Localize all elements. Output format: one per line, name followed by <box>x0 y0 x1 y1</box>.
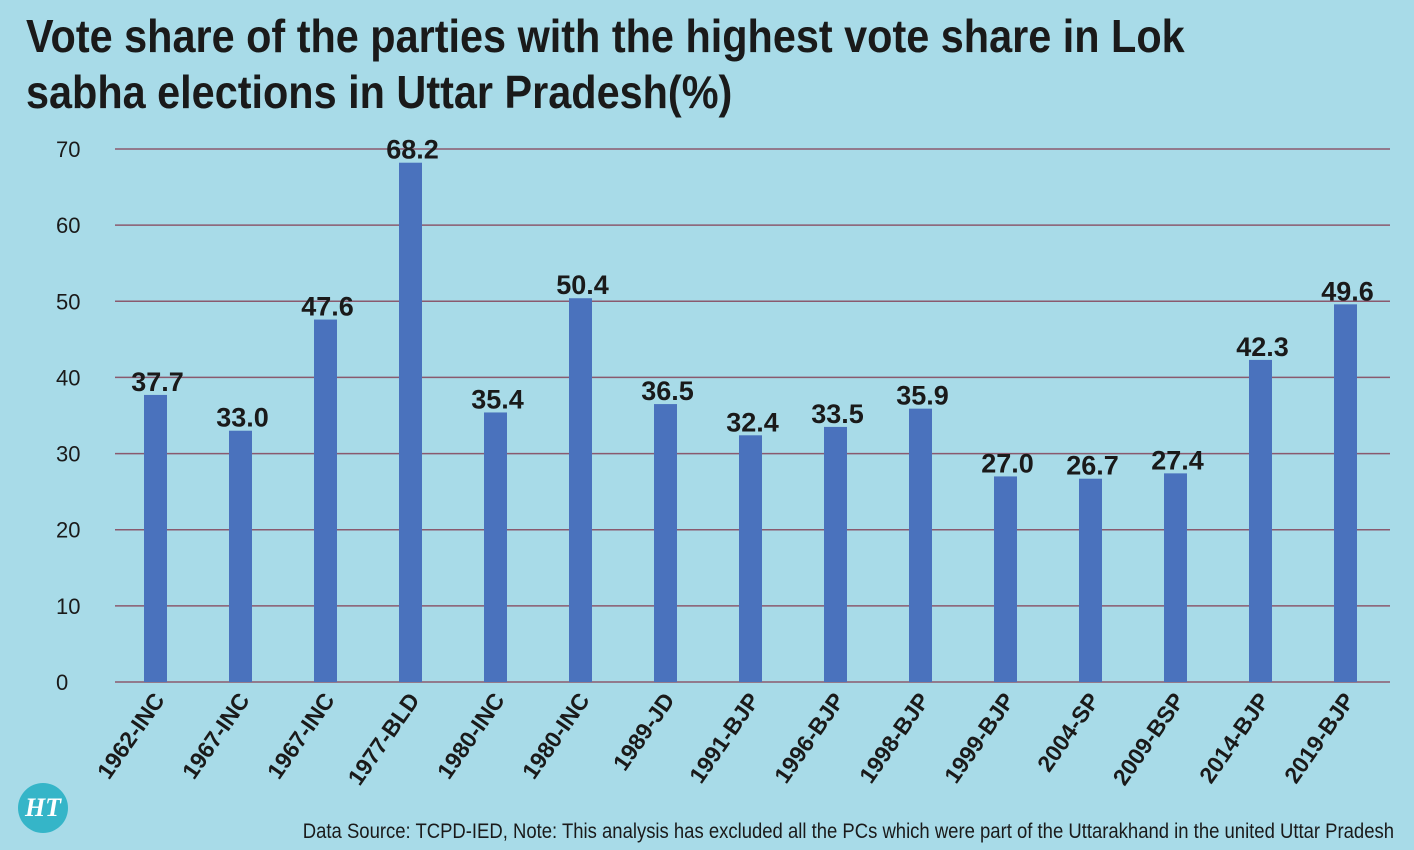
data-label: 33.5 <box>811 399 864 429</box>
bar-1962-INC <box>144 394 167 682</box>
data-label: 32.4 <box>726 407 779 437</box>
bar-1991-BJP <box>739 435 762 682</box>
data-labels: 37.7 33.0 47.6 68.2 35.4 50.4 36.5 32.4 33.5 35.9… <box>131 135 1374 481</box>
x-tick-label: 1991-BJP <box>684 688 765 788</box>
x-tick-label: 1980-INC <box>432 688 510 784</box>
y-tick-label: 50 <box>56 289 80 314</box>
x-tick-label: 1998-BJP <box>854 688 935 788</box>
y-tick-label: 0 <box>56 670 68 695</box>
bar-1967-INC <box>229 430 252 682</box>
data-label: 35.9 <box>896 381 949 411</box>
x-tick-label: 1996-BJP <box>769 688 850 788</box>
x-tick-label: 1967-INC <box>177 688 255 784</box>
bar-2019-BJP <box>1334 304 1357 682</box>
y-tick-label: 70 <box>56 137 80 162</box>
x-tick-label: 1977-BLD <box>342 688 424 790</box>
x-tick-label: 2014-BJP <box>1194 688 1275 788</box>
x-tick-label: 2009-BSP <box>1107 688 1189 790</box>
ht-logo: HT <box>18 783 68 833</box>
data-label: 50.4 <box>556 270 609 300</box>
source-note: Data Source: TCPD-IED, Note: This analys… <box>302 820 1394 843</box>
data-label: 49.6 <box>1321 276 1374 306</box>
x-tick-label: 2004-SP <box>1032 688 1105 776</box>
y-axis-ticks: 0 10 20 30 40 50 60 70 <box>56 137 80 695</box>
x-axis-ticks: 1962-INC 1967-INC 1967-INC 1977-BLD 1980-INC… <box>92 688 1360 790</box>
bar-2009-BSP <box>1164 473 1187 682</box>
bar-1967-INC <box>314 319 337 682</box>
x-tick-label: 1989-JD <box>608 688 680 775</box>
x-tick-label: 1980-INC <box>517 688 595 784</box>
y-tick-label: 10 <box>56 594 80 619</box>
bar-1999-BJP <box>994 476 1017 682</box>
bar-1989-JD <box>654 404 677 682</box>
x-tick-label: 1999-BJP <box>939 688 1020 788</box>
bar-1980-INC <box>484 412 507 682</box>
bar-1998-BJP <box>909 408 932 682</box>
y-tick-label: 30 <box>56 442 80 467</box>
data-label: 37.7 <box>131 367 184 397</box>
bar-1996-BJP <box>824 426 847 682</box>
bar-1977-BLD <box>399 162 422 683</box>
y-tick-label: 40 <box>56 365 80 390</box>
x-tick-label: 1967-INC <box>262 688 340 784</box>
y-tick-label: 60 <box>56 213 80 238</box>
data-label: 36.5 <box>641 376 694 406</box>
y-tick-label: 20 <box>56 518 80 543</box>
bar-1980-INC <box>569 298 592 682</box>
x-tick-label: 1962-INC <box>92 688 170 784</box>
data-label: 27.4 <box>1151 445 1204 475</box>
chart-title: Vote share of the parties with the highe… <box>26 10 1185 118</box>
bar-2004-SP <box>1079 478 1102 682</box>
bar-2014-BJP <box>1249 359 1272 682</box>
data-label: 47.6 <box>301 292 354 322</box>
data-label: 27.0 <box>981 448 1034 478</box>
data-label: 33.0 <box>216 403 269 433</box>
data-label: 42.3 <box>1236 332 1289 362</box>
data-label: 68.2 <box>386 135 439 165</box>
data-label: 35.4 <box>471 384 524 414</box>
bars <box>144 162 1357 683</box>
x-tick-label: 2019-BJP <box>1279 688 1360 788</box>
data-label: 26.7 <box>1066 451 1119 481</box>
